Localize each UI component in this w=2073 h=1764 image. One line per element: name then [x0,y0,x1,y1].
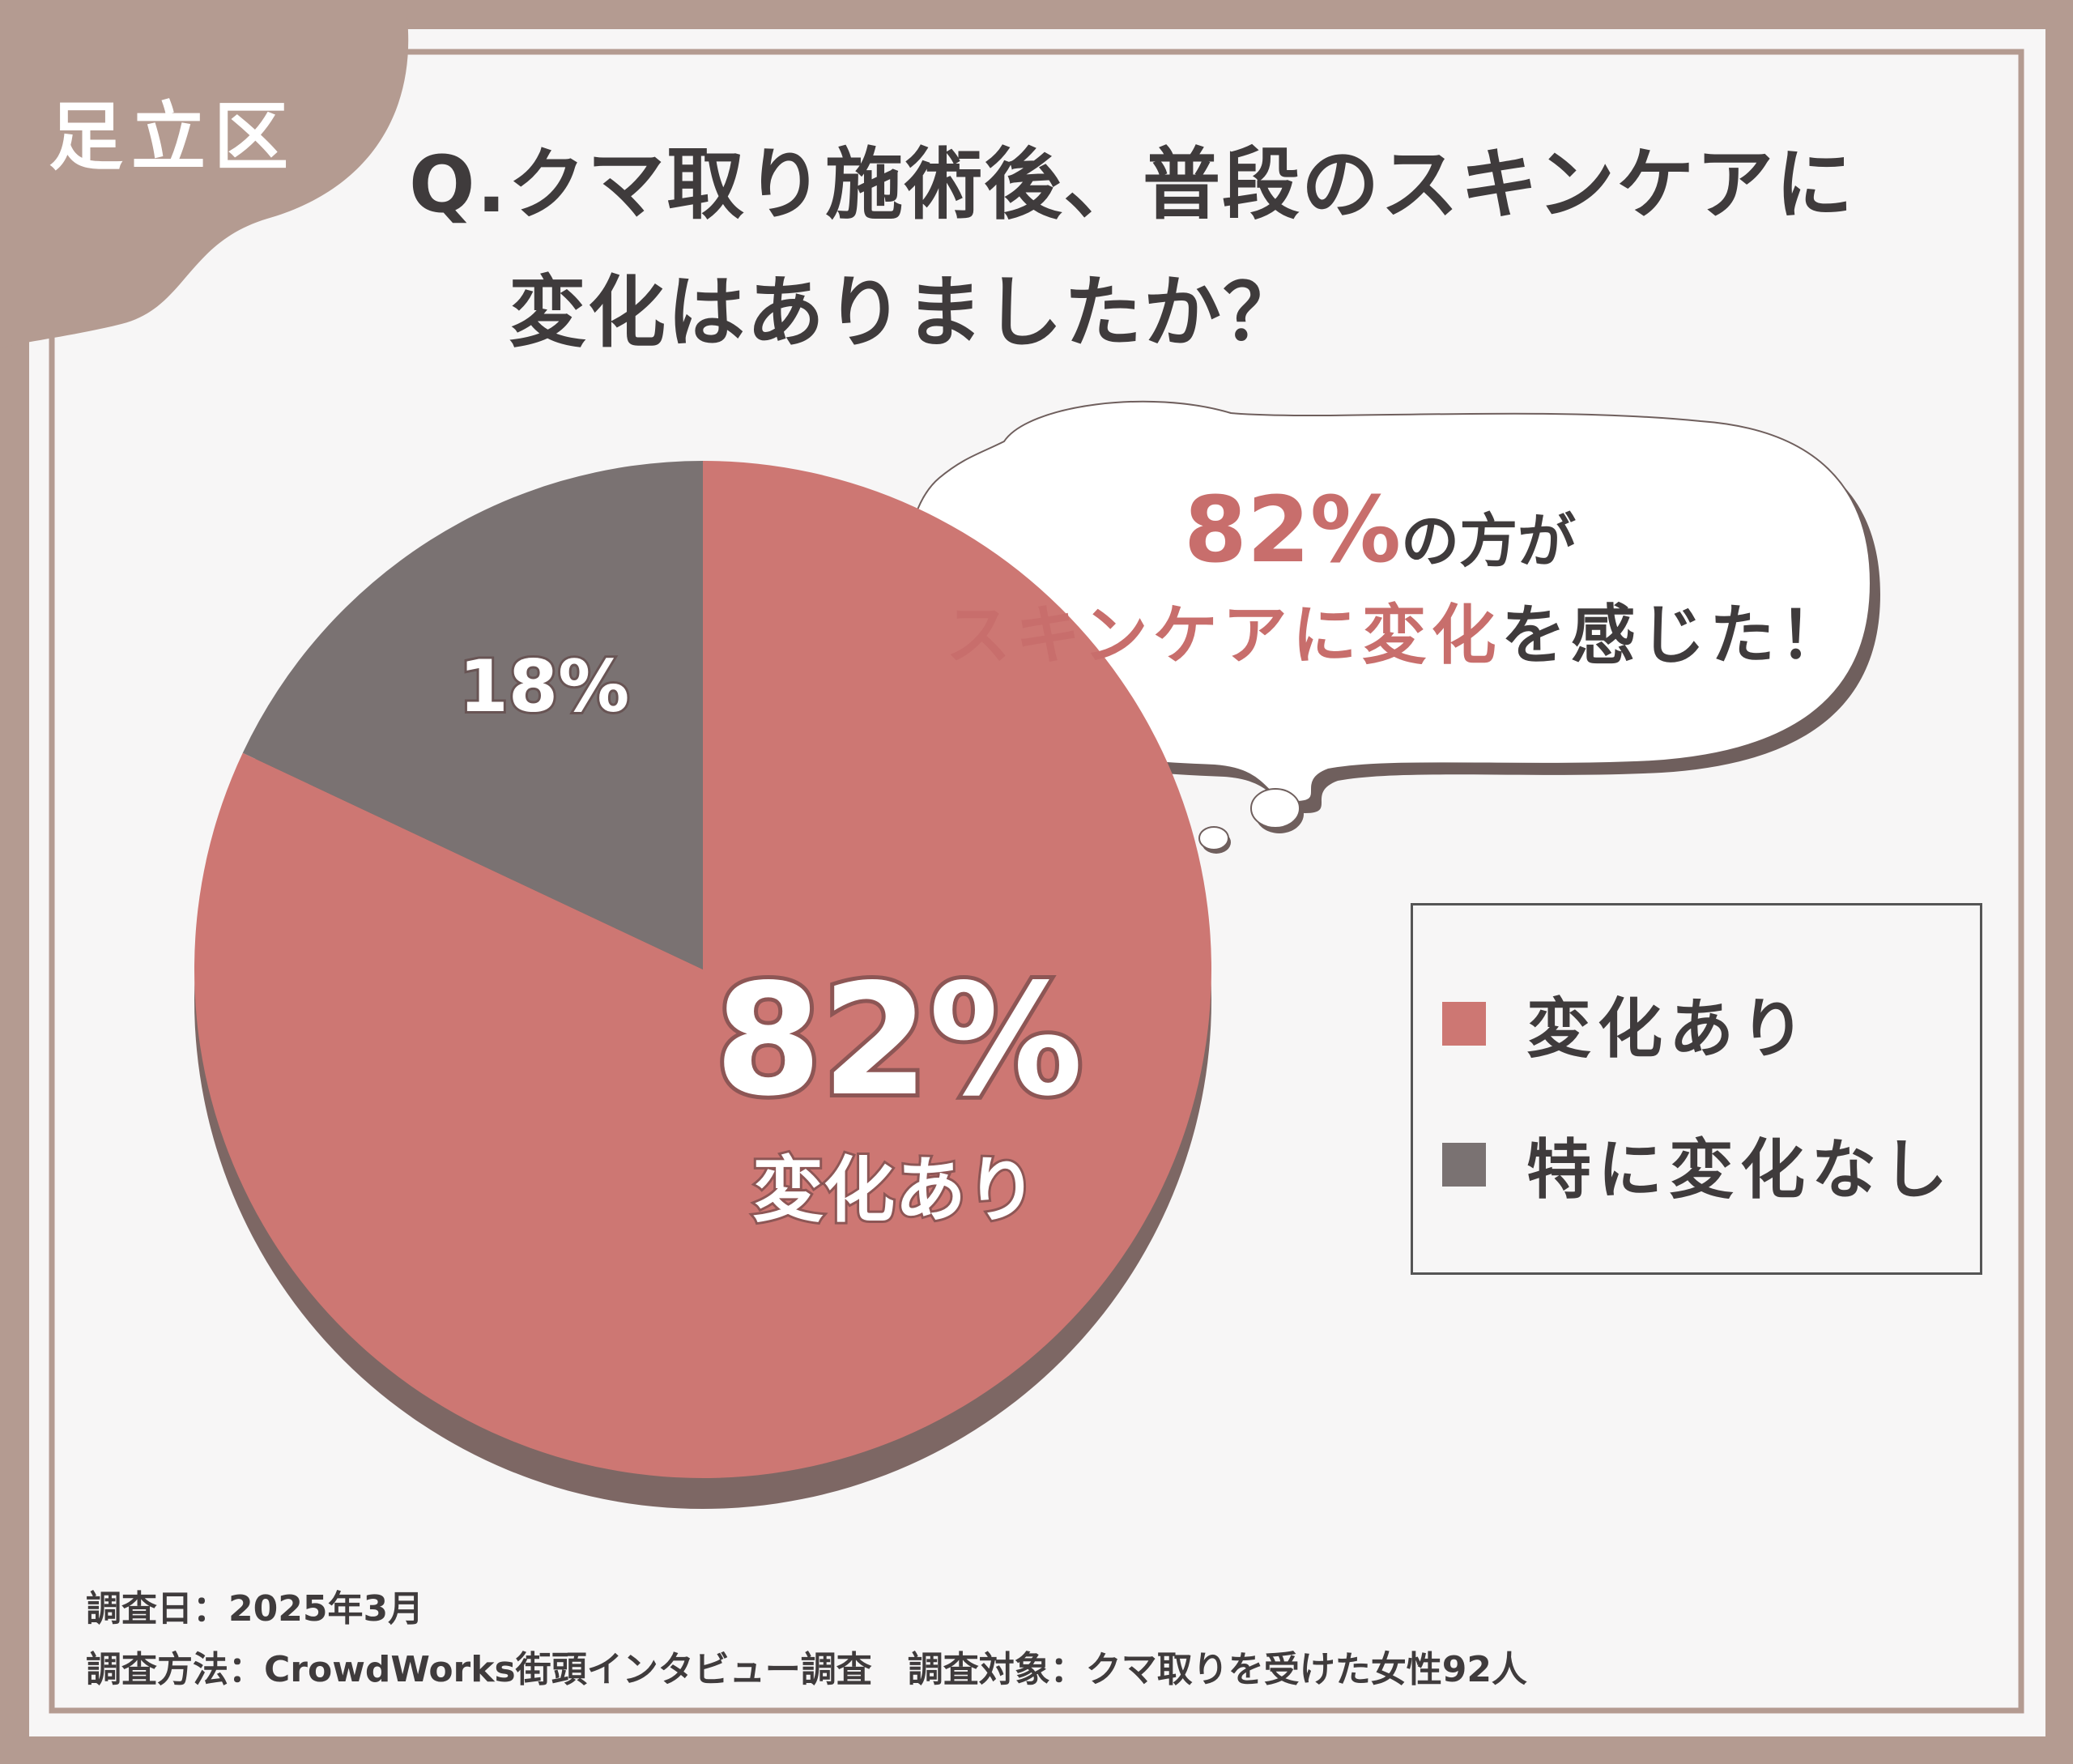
callout-highlight: スキンケアに変化 [946,598,1501,673]
bubble-dot-small [1198,826,1229,850]
legend-swatch-change [1442,1002,1486,1046]
corner-tab-shape [0,0,409,348]
legend-swatch-no-change [1442,1143,1486,1187]
pie-slice-no-change [242,461,703,969]
legend-label-change: 変化あり [1526,991,1811,1067]
title-line-2: 変化はありましたか？ [509,267,1302,358]
slice-label-minor-percent: 18% [459,645,630,728]
title-line-1: Q.クマ取り施術後、普段のスキンケアに [409,139,1855,230]
footer-survey-date: 調査日：2025年3月 [86,1588,424,1630]
legend-label-no-change: 特に変化なし [1526,1132,1954,1208]
chart-legend: 変化あり 特に変化なし [1411,903,1982,1275]
legend-item-no-change: 特に変化なし [1442,1124,1954,1208]
callout-line1-suffix: の方が [1401,507,1577,575]
inner-frame [49,49,2024,1714]
thought-bubble [904,400,1880,854]
legend-item-change: 変化あり [1442,983,1811,1067]
callout-line-2: スキンケアに変化を感じた！ [946,583,1850,677]
callout-percent: 82% [1184,478,1402,583]
slice-label-main-caption: 変化あり [752,1148,1037,1232]
slice-label-main-percent: 82% [715,951,1083,1130]
bubble-dot-large [1250,788,1300,829]
pie-chart: 82% 変化あり 18% [194,461,1212,1509]
pie-slice-change [194,461,1212,1478]
footer-survey-method: 調査方法：CrowdWorks街頭インタビュー調査 調査対象：クマ取りを受けた女… [86,1649,1527,1690]
callout-line2-suffix: を感じた！ [1500,598,1850,673]
region-tag: 足立区 [49,94,297,181]
callout-line-1: 82%の方が [1184,478,1576,583]
